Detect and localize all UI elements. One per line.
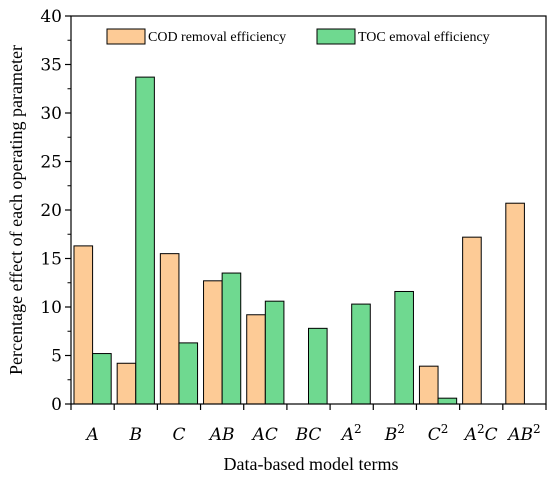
bars-layer <box>73 76 525 405</box>
bar-cod-2 <box>159 253 180 405</box>
bar-cod-1 <box>116 362 137 405</box>
y-tick-label: 20 <box>40 201 62 221</box>
x-category-label: BC <box>295 425 322 445</box>
x-category-label: AB2 <box>506 422 540 445</box>
bar-toc-7 <box>394 290 414 405</box>
x-category-label: B <box>129 425 143 445</box>
x-axis-title: Data-based model terms <box>224 454 399 474</box>
x-category-label: A2C <box>463 422 498 445</box>
x-category-label: AC <box>251 425 278 445</box>
bar-toc-8 <box>437 397 458 405</box>
y-axis: 0 5 10 15 20 25 30 35 40 <box>40 7 71 415</box>
y-tick-label: 40 <box>40 7 62 27</box>
legend: COD removal efficiency TOC emoval efficie… <box>106 28 490 45</box>
x-category-label: AB <box>208 425 235 445</box>
y-tick-label: 30 <box>40 104 62 124</box>
x-category-label: C <box>172 425 185 445</box>
x-category-label: B2 <box>384 422 405 445</box>
bar-toc-3 <box>221 272 242 405</box>
bar-toc-0 <box>92 353 112 405</box>
y-tick-label: 5 <box>51 347 62 367</box>
y-tick-label: 10 <box>40 298 62 318</box>
bar-toc-2 <box>178 342 199 405</box>
bar-toc-1 <box>135 76 155 405</box>
y-axis-title: Percentage effect of each operating para… <box>6 45 26 375</box>
legend-swatch-0 <box>106 28 146 45</box>
bar-cod-8 <box>418 365 439 405</box>
x-category-label: A2 <box>340 422 362 445</box>
bar-toc-4 <box>264 300 285 405</box>
x-category-label: C2 <box>428 422 449 445</box>
y-tick-label: 0 <box>51 395 62 415</box>
legend-label-0: COD removal efficiency <box>148 30 286 45</box>
bar-cod-3 <box>203 280 223 405</box>
y-tick-label: 15 <box>40 250 62 270</box>
bar-cod-0 <box>73 245 94 405</box>
y-tick-label: 25 <box>40 153 62 173</box>
bar-toc-6 <box>351 303 371 405</box>
bar-toc-5 <box>308 327 328 405</box>
y-tick-label: 35 <box>40 56 62 76</box>
x-axis: A B C AB AC BC A2 B2 C2 A2C AB2 <box>70 404 547 445</box>
bar-cod-4 <box>246 314 266 405</box>
bar-cod-9 <box>462 236 482 405</box>
legend-label-1: TOC emoval efficiency <box>358 30 490 45</box>
x-category-label: A <box>84 425 98 445</box>
legend-swatch-1 <box>316 28 356 45</box>
bar-cod-10 <box>505 202 525 405</box>
